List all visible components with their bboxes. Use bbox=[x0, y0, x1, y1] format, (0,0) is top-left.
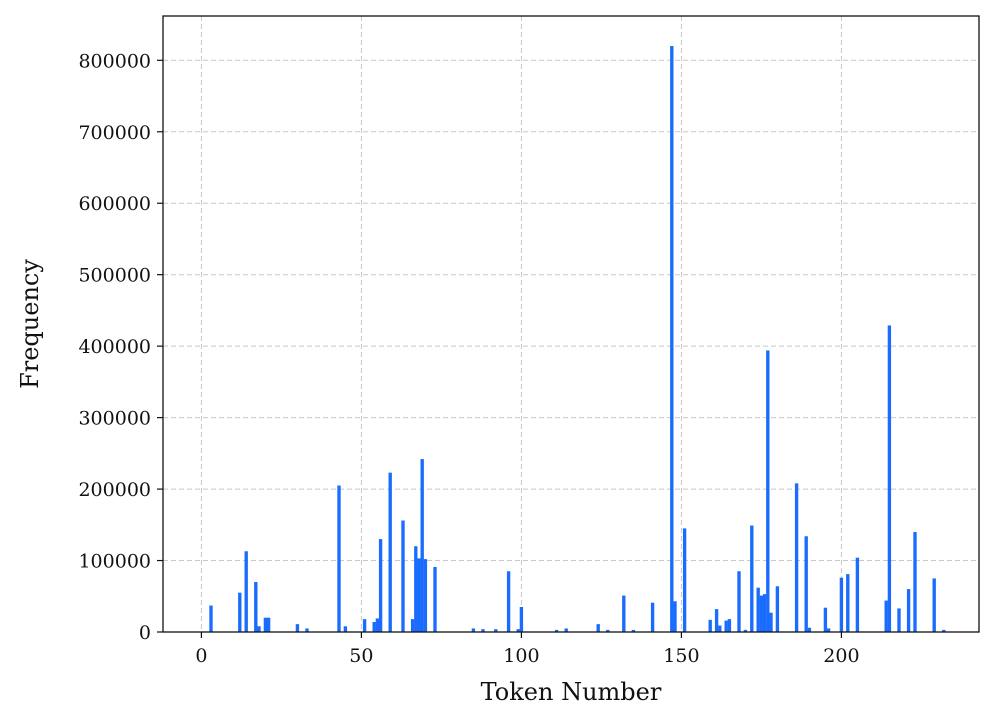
bar bbox=[305, 628, 309, 632]
bar bbox=[887, 325, 892, 632]
bar bbox=[596, 624, 600, 632]
bar bbox=[743, 629, 748, 632]
y-tick-label: 500000 bbox=[78, 265, 151, 287]
x-tick-label: 50 bbox=[349, 645, 373, 667]
bar bbox=[244, 551, 248, 632]
x-tick-label: 0 bbox=[195, 645, 207, 667]
bar bbox=[622, 595, 626, 632]
plot-frame bbox=[162, 15, 980, 633]
bars bbox=[209, 46, 946, 633]
bar bbox=[884, 600, 888, 632]
bar bbox=[714, 609, 719, 632]
bar bbox=[631, 629, 636, 632]
bar bbox=[420, 459, 424, 632]
axis-ticks: 0 50 100 150 200 0 100000 200000 300000 400000 500… bbox=[78, 50, 859, 667]
bar bbox=[414, 546, 418, 632]
bar bbox=[388, 472, 392, 632]
bar bbox=[343, 626, 348, 632]
bar bbox=[759, 595, 764, 632]
y-tick-label: 400000 bbox=[78, 336, 151, 358]
bar bbox=[433, 566, 437, 632]
bar bbox=[826, 628, 831, 632]
bar bbox=[266, 617, 271, 632]
bar bbox=[727, 619, 732, 632]
bar bbox=[794, 483, 799, 632]
x-axis-title: Token Number bbox=[481, 678, 662, 706]
bar bbox=[209, 605, 213, 632]
y-tick-label: 100000 bbox=[78, 551, 151, 573]
y-tick-label: 600000 bbox=[78, 193, 151, 215]
bar bbox=[906, 589, 911, 632]
bar bbox=[737, 571, 741, 632]
x-tick-label: 100 bbox=[503, 645, 539, 667]
bar bbox=[519, 606, 524, 632]
bar bbox=[362, 619, 367, 632]
bar bbox=[775, 586, 780, 632]
bar bbox=[295, 624, 300, 632]
bar bbox=[913, 531, 917, 632]
bar bbox=[766, 350, 770, 632]
x-tick-label: 200 bbox=[823, 645, 859, 667]
bar bbox=[372, 621, 376, 632]
bar bbox=[682, 528, 687, 632]
bar bbox=[337, 485, 341, 632]
x-tick-label: 150 bbox=[663, 645, 699, 667]
bar bbox=[516, 629, 520, 632]
bar bbox=[762, 594, 767, 632]
bar bbox=[375, 618, 380, 632]
bar bbox=[839, 577, 844, 632]
bar bbox=[942, 629, 946, 632]
bar bbox=[494, 629, 498, 632]
bar bbox=[254, 581, 258, 632]
y-tick-label: 700000 bbox=[78, 122, 151, 144]
bar bbox=[855, 557, 860, 632]
grid bbox=[163, 16, 979, 633]
bar bbox=[471, 628, 476, 632]
bar bbox=[750, 525, 754, 632]
bar bbox=[673, 601, 677, 632]
bar bbox=[708, 619, 712, 632]
y-tick-label: 300000 bbox=[78, 408, 151, 430]
bar bbox=[506, 571, 511, 632]
bar bbox=[410, 619, 415, 632]
y-tick-label: 800000 bbox=[78, 50, 151, 72]
bar bbox=[769, 612, 773, 632]
bar bbox=[417, 558, 421, 632]
bar bbox=[724, 620, 728, 632]
y-tick-label: 200000 bbox=[78, 479, 151, 501]
bar bbox=[481, 629, 485, 632]
bar bbox=[564, 628, 568, 632]
bar bbox=[823, 607, 828, 632]
bar bbox=[257, 626, 261, 632]
bar bbox=[238, 592, 242, 632]
bar bbox=[263, 617, 268, 632]
bar bbox=[401, 520, 405, 632]
bar bbox=[846, 574, 850, 632]
bar bbox=[932, 578, 936, 632]
bar bbox=[378, 539, 383, 632]
bar bbox=[897, 608, 901, 632]
bar bbox=[718, 625, 722, 632]
bar bbox=[807, 627, 812, 632]
bar bbox=[804, 536, 808, 632]
y-tick-label: 0 bbox=[139, 622, 151, 644]
bar bbox=[606, 629, 610, 632]
bar bbox=[423, 559, 428, 632]
bar bbox=[554, 629, 559, 632]
y-axis-title: Frequency bbox=[16, 259, 44, 389]
bar bbox=[670, 46, 674, 633]
bar bbox=[650, 602, 655, 632]
bar bbox=[756, 587, 760, 632]
